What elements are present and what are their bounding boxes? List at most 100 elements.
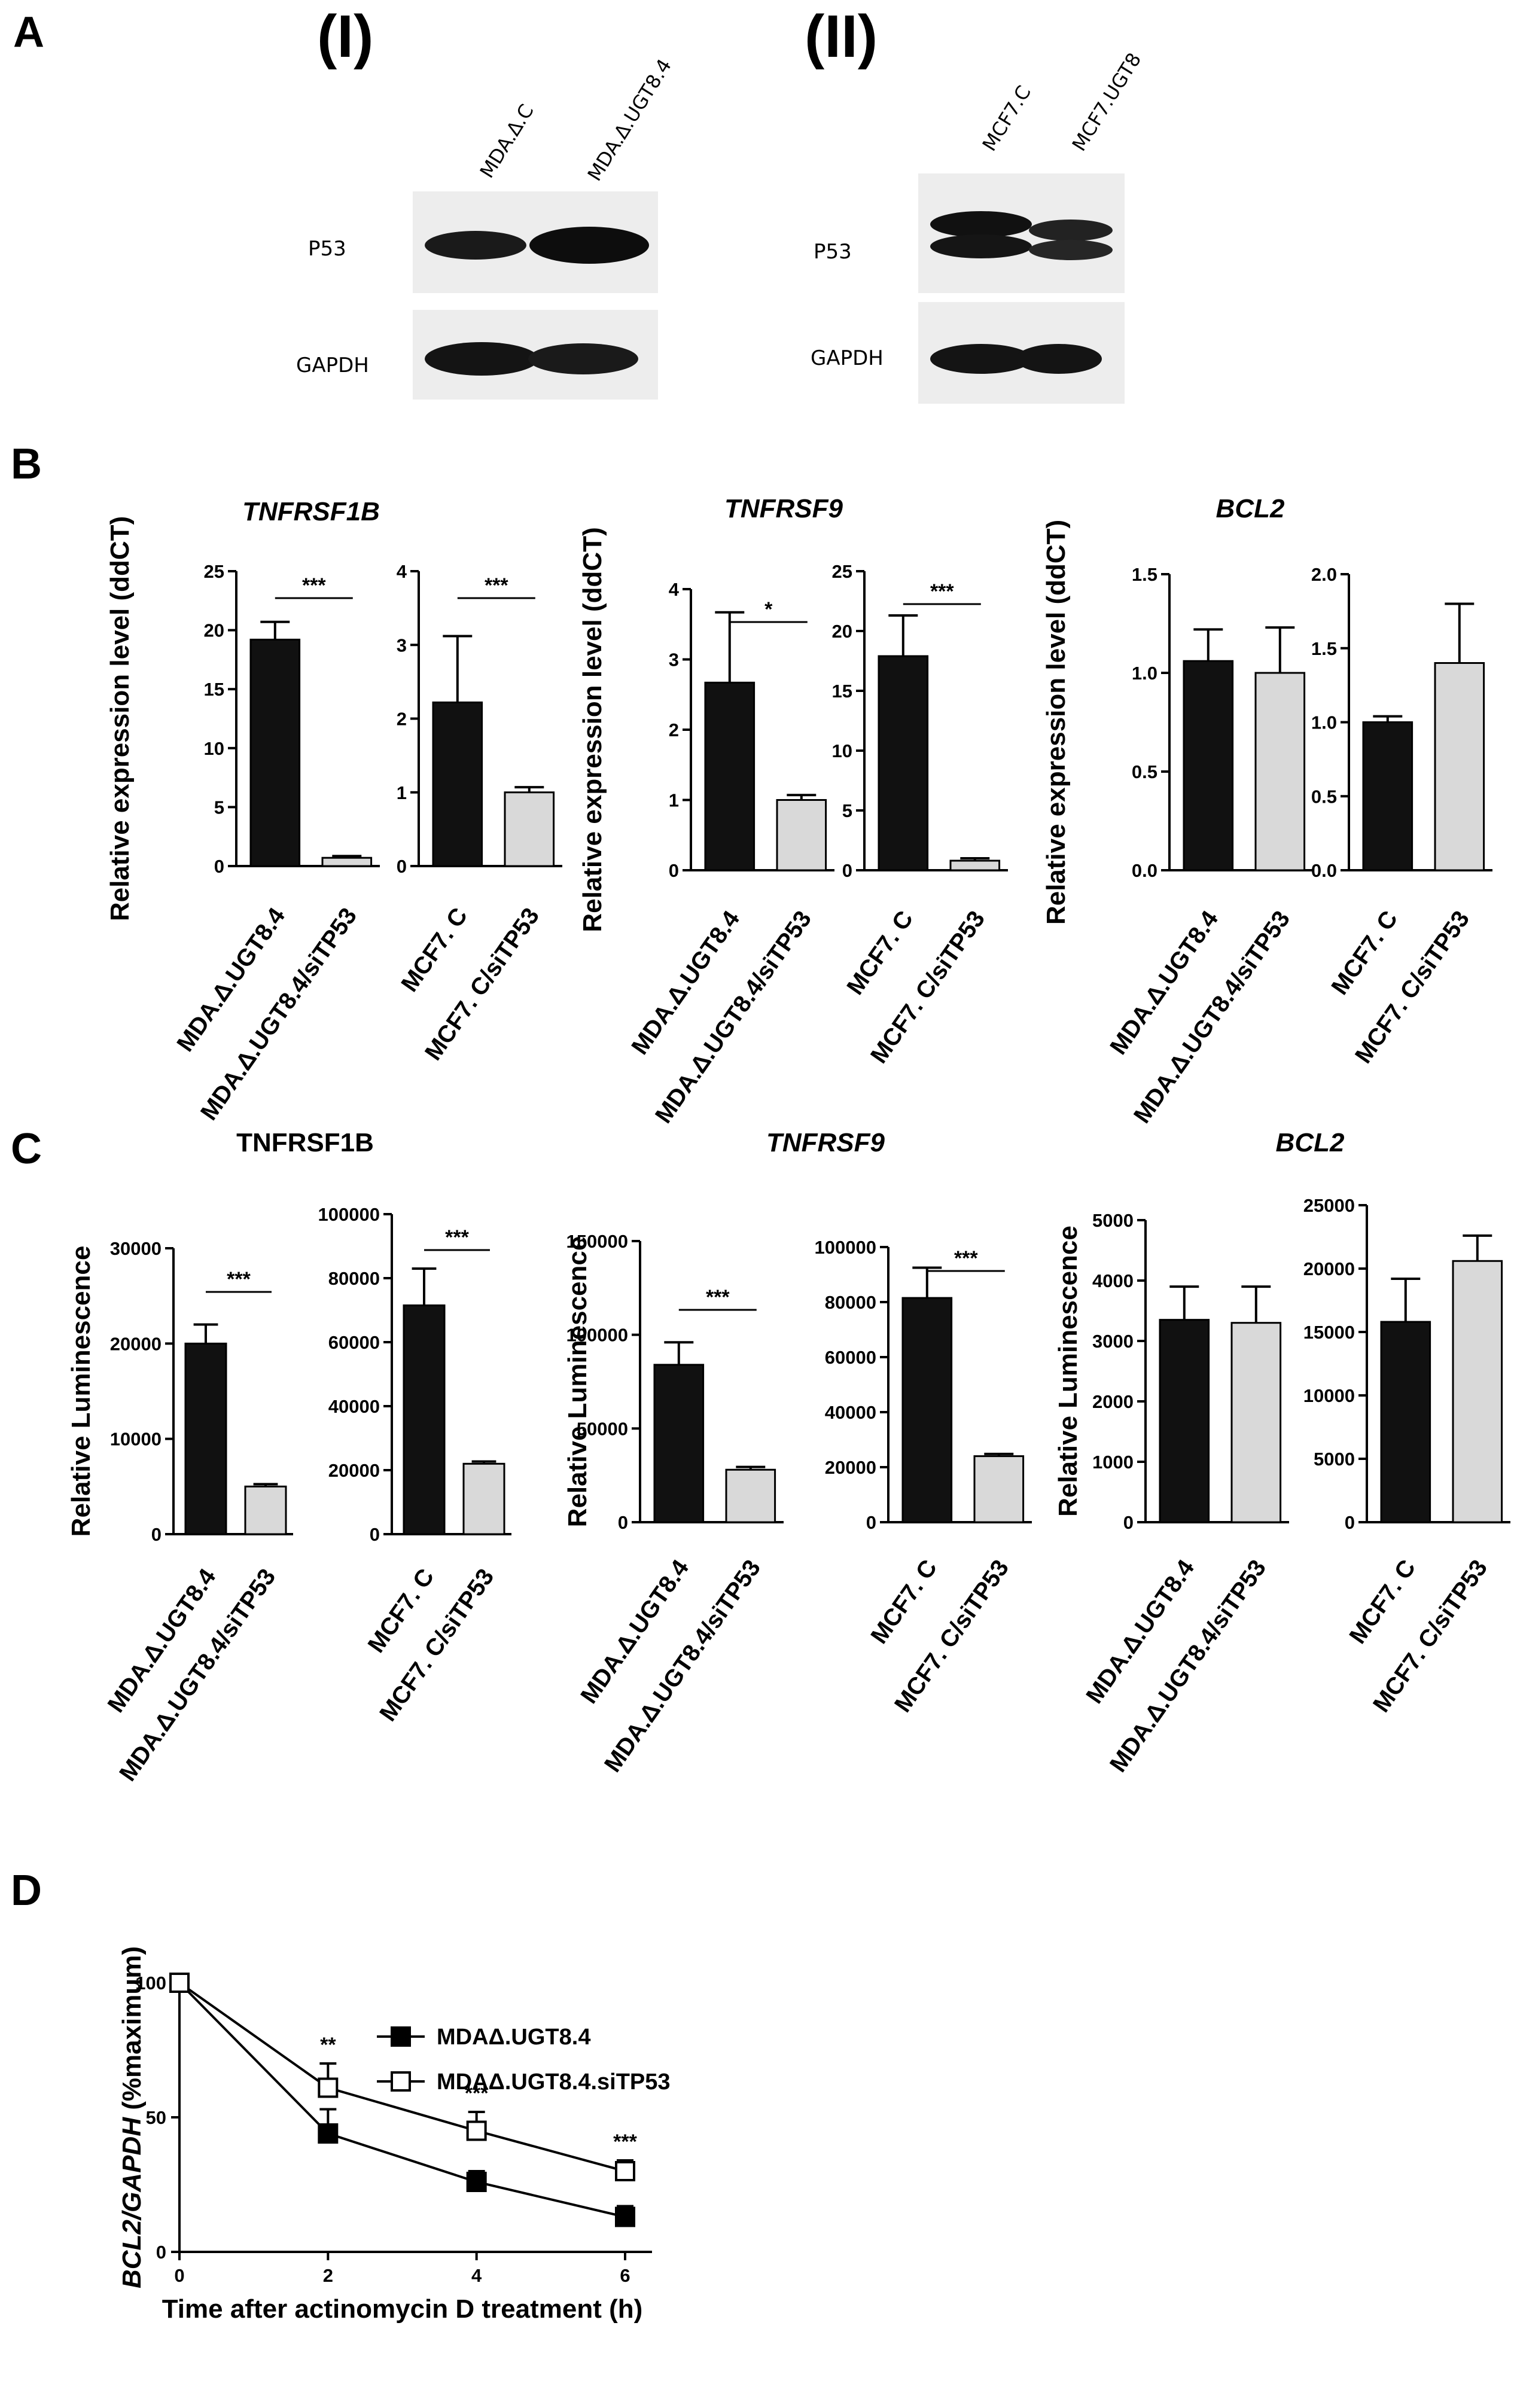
y-tick-label: 80000 [328,1268,380,1289]
blot-i-lane-2: MDA.Δ.UGT8.4 [583,55,677,185]
x-tick-label: 0 [174,2265,184,2286]
y-tick-label: 2 [397,709,407,730]
y-tick-label: 20 [204,620,224,641]
y-tick-label: 4000 [1092,1270,1134,1291]
y-tick-label: 0 [618,1512,628,1533]
data-point [318,2077,339,2098]
y-tick-label: 3000 [1092,1331,1134,1352]
y-tick-label: 4 [669,579,680,600]
category-label: MCF7. C [396,903,473,996]
y-tick-label: 20000 [328,1460,380,1481]
y-axis-label-italic: BCL2/GAPDH [117,2117,147,2288]
y-axis-label: Relative Luminescence [563,1236,592,1528]
blot-panel-ii: (II) MCF7.C MCF7.UGT8 P53 GAPDH [805,3,1146,404]
significance-label: *** [954,1247,978,1270]
legend-label: MDAΔ.UGT8.4 [437,2025,590,2050]
y-tick-label: 0 [669,860,679,881]
bar-2 [504,791,555,867]
y-tick-label: 10 [204,738,224,759]
blot-i-p53-band-2 [529,227,649,264]
category-label: MCF7. C [1344,1555,1421,1648]
significance-label: ** [320,2034,336,2056]
blot-ii-gapdh-band-2 [1016,344,1102,374]
chart-title: BCL2 [1276,1128,1345,1157]
y-tick-label: 20000 [825,1457,876,1478]
series-line-1 [178,1982,626,2218]
y-tick-label: 4 [397,561,407,582]
blot-i-lane-1: MDA.Δ.C [476,100,538,182]
blot-ii-p53-band-1a [930,211,1032,237]
y-tick-label: 60000 [328,1332,380,1353]
significance-label: *** [445,1226,469,1249]
significance-label: *** [485,574,508,597]
blot-i-roman: (I) [317,3,373,70]
chart-c5: 010002000300040005000MDA.Δ.UGT8.4MDA.Δ.U… [1053,1210,1289,1777]
bar-2 [1230,1322,1282,1523]
y-tick-label: 10000 [110,1429,162,1450]
blot-ii-lane-1: MCF7.C [978,81,1035,155]
bar-1 [653,1364,705,1523]
y-axis-label: Relative expression level (ddCT) [578,527,607,932]
category-label: MCF7. C [842,906,918,999]
y-tick-label: 0 [1345,1512,1355,1533]
blot-ii-p53-band-1b [930,234,1032,258]
category-label: MDA.Δ.UGT8.4 [103,1563,221,1717]
bar-1 [901,1297,953,1523]
legend-marker [391,2026,411,2047]
y-tick-label: 100000 [566,1325,628,1346]
significance-label: * [764,598,773,621]
y-tick-label: 0.5 [1311,786,1337,807]
y-tick-label: 20000 [1303,1258,1355,1279]
bar-2 [776,799,827,871]
chart-title: TNFRSF1B [242,497,380,526]
blot-ii-lane-2: MCF7.UGT8 [1068,48,1146,155]
significance-label: *** [302,574,326,597]
y-tick-label: 15 [204,679,224,700]
y-tick-label: 0 [866,1512,876,1533]
y-axis-label: Relative Luminescence [1053,1226,1083,1517]
y-tick-label: 2 [669,720,679,740]
data-point [318,2123,339,2144]
legend-marker [391,2071,411,2092]
bar-1 [249,638,301,867]
data-point [615,2161,635,2181]
y-tick-label: 25000 [1303,1195,1355,1216]
y-tick-label: 1 [397,782,407,803]
y-axis-label-rest: (%maximum) [117,1946,147,2117]
bar-2 [949,859,1001,871]
y-tick-label: 0 [842,860,852,881]
y-tick-label: 1.5 [1132,564,1157,585]
y-tick-label: 2.0 [1311,564,1337,585]
blot-i-gapdh-label: GAPDH [296,353,369,377]
y-axis-label: Relative expression level (ddCT) [1041,520,1071,925]
bar-1 [184,1342,227,1535]
bar-1 [432,701,483,867]
bar-1 [1183,660,1234,871]
y-tick-label: 3 [669,650,679,670]
y-tick-label: 50 [146,2107,166,2128]
y-tick-label: 25 [204,561,224,582]
y-tick-label: 0 [156,2242,166,2263]
y-tick-label: 1000 [1092,1452,1134,1473]
y-tick-label: 5 [842,800,852,821]
y-tick-label: 0.0 [1132,860,1157,881]
chart-b3: 01234MDA.Δ.UGT8.4MDA.Δ.UGT8.4/siTP53*TNF… [578,494,843,1128]
y-axis-label: Relative Luminescence [66,1246,96,1537]
y-tick-label: 0.5 [1132,761,1157,782]
blot-ii-gapdh-label: GAPDH [811,346,884,370]
x-tick-label: 6 [620,2265,630,2286]
bar-1 [704,681,756,871]
bar-1 [878,655,929,871]
panel-letter-b: B [11,440,42,488]
y-tick-label: 80000 [825,1292,876,1313]
panel-letter-c: C [11,1125,42,1173]
y-tick-label: 1.0 [1311,712,1337,733]
significance-label: *** [930,580,954,603]
series-line-2 [178,1982,626,2172]
y-tick-label: 60000 [825,1347,876,1368]
